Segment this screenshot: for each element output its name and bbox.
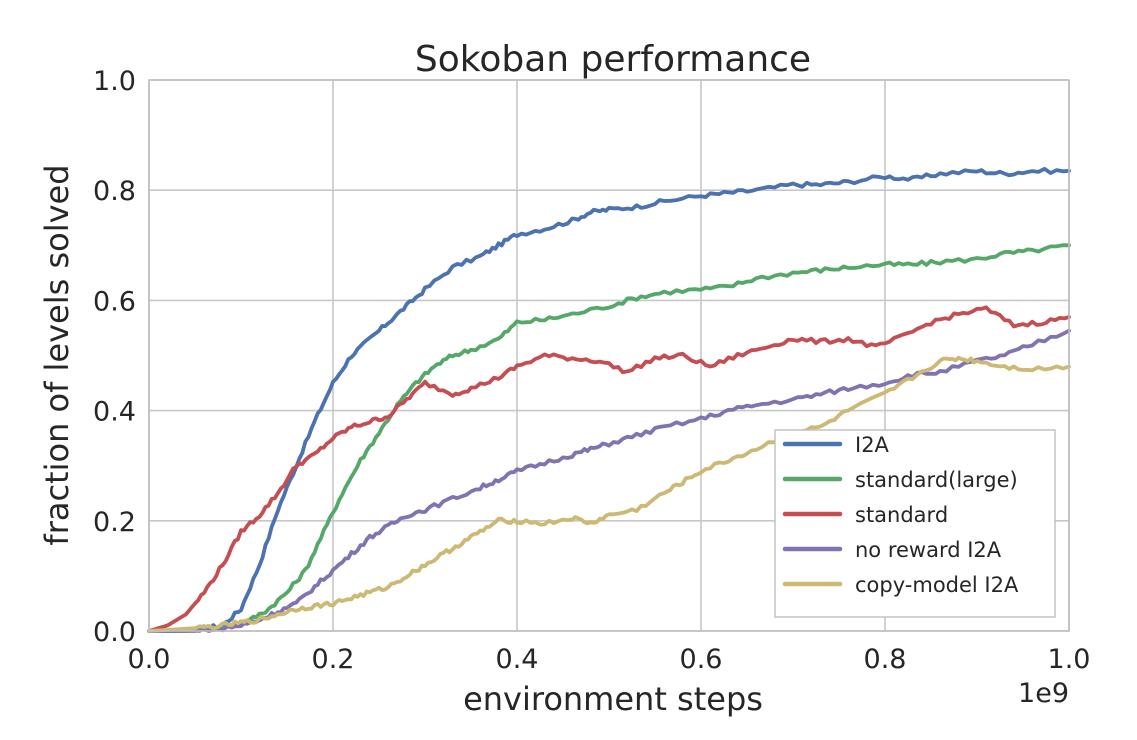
plot-frame (148, 79, 1070, 632)
y-tick-label: 0.2 (93, 507, 136, 538)
legend: I2A standard(large) standard no reward I2A c… (774, 429, 1056, 618)
series-line-standard-large (147, 243, 1071, 633)
x-tick-label: 0.8 (864, 644, 907, 675)
legend-label-standard: standard (855, 503, 948, 527)
y-tick-label: 1.0 (93, 66, 136, 97)
x-tick-labels: 0.0 0.2 0.4 0.6 0.8 1.0 (128, 644, 1091, 675)
x-tick-label: 1.0 (1048, 644, 1091, 675)
series-lines (147, 166, 1071, 633)
y-tick-labels: 0.0 0.2 0.4 0.6 0.8 1.0 (93, 66, 136, 648)
legend-label-no-reward-i2a: no reward I2A (855, 538, 1002, 562)
chart-title: Sokoban performance (415, 39, 811, 80)
x-axis-offset-label: 1e9 (1018, 678, 1069, 709)
series-line-copy-model-i2a (147, 355, 1071, 633)
x-tick-label: 0.0 (128, 644, 171, 675)
x-axis-label: environment steps (463, 680, 763, 718)
y-axis-label: fraction of levels solved (38, 164, 76, 545)
series-line-no-reward-i2a (147, 328, 1071, 633)
series-line-i2a (147, 166, 1071, 633)
x-tick-label: 0.4 (496, 644, 539, 675)
y-tick-label: 0.4 (93, 397, 136, 428)
y-tick-label: 0.6 (93, 286, 136, 317)
y-tick-label: 0.8 (93, 176, 136, 207)
x-tick-label: 0.6 (680, 644, 723, 675)
legend-label-i2a: I2A (855, 433, 890, 457)
series-line-standard (147, 305, 1071, 633)
y-tick-label: 0.0 (93, 617, 136, 648)
legend-label-copy-model-i2a: copy-model I2A (855, 573, 1019, 597)
legend-label-standard-large: standard(large) (855, 468, 1018, 492)
x-tick-label: 0.2 (312, 644, 355, 675)
